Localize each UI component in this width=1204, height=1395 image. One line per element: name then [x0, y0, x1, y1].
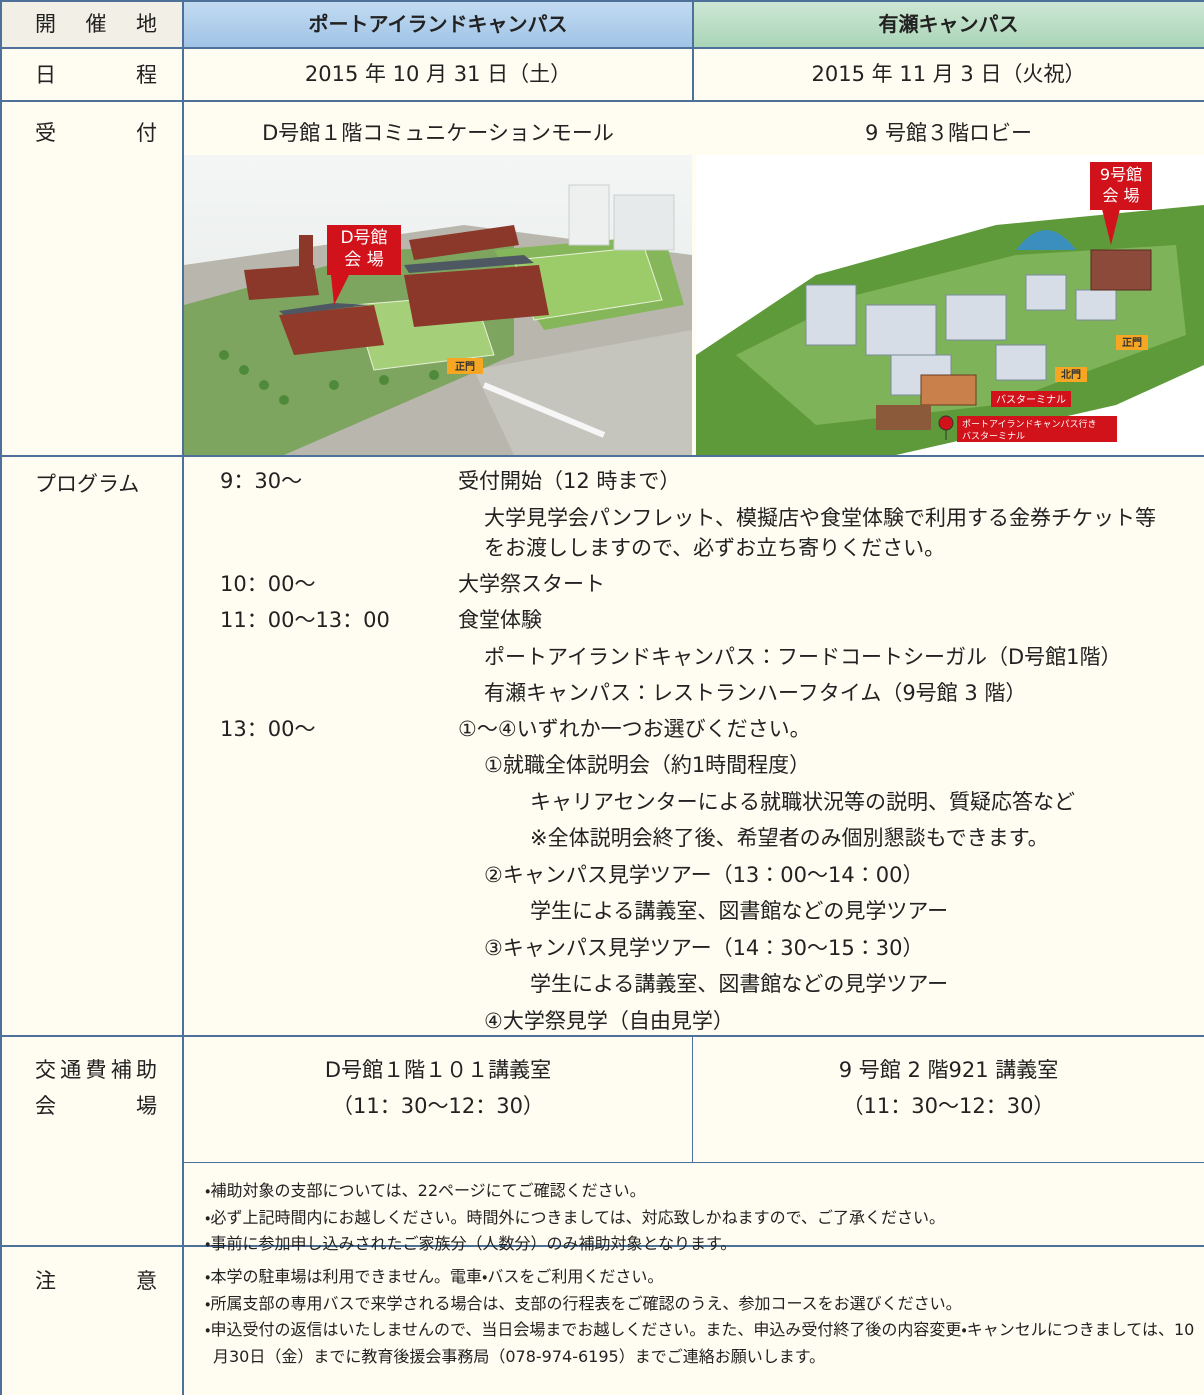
venue-label: D号館	[340, 228, 387, 248]
program-body: 受付開始（12 時まで） 大学見学会パンフレット、模擬店や食堂体験で利用する金券チ…	[458, 463, 1174, 566]
date: 2015 年 11 月 3 日（火祝）	[811, 62, 1086, 86]
room: 9 号館 2 階921 講義室	[838, 1058, 1059, 1082]
rule	[692, 1035, 693, 1162]
room: D号館１階１０１講義室	[324, 1058, 552, 1082]
gate-label: 正門	[1122, 337, 1142, 349]
reception-place: D号館１階コミュニケーションモール	[262, 121, 614, 145]
label: プログラム	[35, 472, 140, 496]
program-body: ①～④いずれか一つお選びください。 ①就職全体説明会（約1時間程度） キャリアセンタ…	[458, 711, 1075, 1040]
gate-label: 北門	[1061, 368, 1081, 381]
label: 受付	[35, 121, 157, 145]
port-campus-map: D号館 会 場 正門	[184, 155, 692, 455]
caution-notes: ・本学の駐車場は利用できません。電車・バスをご利用ください。 ・所属支部の専用バ…	[205, 1264, 1195, 1370]
time: （11：30～12：30）	[842, 1094, 1055, 1118]
program-note: ポートアイランドキャンパス：フードコートシーガル（D号館1階）	[484, 644, 1122, 669]
venue-marker	[327, 225, 401, 275]
program-time: 9：30～	[220, 469, 303, 493]
reception-place: 9 号館３階ロビー	[864, 121, 1033, 145]
rule	[0, 47, 1204, 49]
bus-label: ポートアイランドキャンパス行き	[962, 418, 1097, 430]
rule	[0, 100, 1204, 102]
program-option-note: 学生による講義室、図書館などの見学ツアー	[530, 899, 949, 923]
date: 2015 年 10 月 31 日（土）	[304, 62, 572, 86]
program-option-note: 学生による講義室、図書館などの見学ツアー	[530, 972, 949, 996]
venue-label: 会 場	[1102, 186, 1139, 205]
label: 注意	[35, 1269, 157, 1293]
program-row: 9：30～ 受付開始（12 時まで） 大学見学会パンフレット、模擬店や食堂体験で利用…	[220, 463, 1180, 566]
note: ・事前に参加申し込みされたご家族分（人数分）のみ補助対象となります。	[205, 1234, 737, 1253]
bus-label: バスターミナル	[996, 394, 1066, 406]
note: ・所属支部の専用バスで来学される場合は、支部の行程表をご確認のうえ、参加コースを…	[205, 1293, 962, 1313]
program-option-note: ※全体説明会終了後、希望者のみ個別懇談もできます。	[530, 826, 1049, 850]
label: 会場	[35, 1094, 157, 1118]
time: （11：30～12：30）	[332, 1094, 544, 1118]
label: 日程	[35, 63, 157, 87]
program-body: 食堂体験ポートアイランドキャンパス：フードコートシーガル（D号館1階） 有瀬キャン…	[458, 602, 1174, 711]
label: 交通費補助	[35, 1058, 157, 1082]
note: ・必ず上記時間内にお越しください。時間外につきましては、対応致しかねますので、ご…	[205, 1207, 946, 1227]
program-note: 有瀬キャンパス：レストランハーフタイム（9号館 3 階）	[484, 680, 1027, 705]
bus-label: バスターミナル	[962, 431, 1025, 442]
program-time: 11：00～13：00	[220, 608, 390, 632]
program-time: 10：00～	[220, 571, 316, 596]
program-option: ②キャンパス見学ツアー（13：00～14：00）	[484, 862, 924, 887]
note: ・申込受付の返信はいたしませんので、当日会場までお越しください。また、申込み受付…	[205, 1320, 1195, 1366]
program-title: ①～④いずれか一つお選びください。	[458, 716, 811, 741]
rule	[0, 0, 2, 1395]
header-arise-bg	[693, 0, 1204, 48]
campus-heading: 有瀬キャンパス	[878, 12, 1019, 36]
venue-label: 9号館	[1100, 165, 1142, 184]
venue-marker	[1090, 162, 1152, 210]
program-body: 大学祭スタート	[458, 566, 605, 603]
program-row: 11：00～13：00 食堂体験ポートアイランドキャンパス：フードコートシーガル（…	[220, 602, 1180, 711]
program-option: ①就職全体説明会（約1時間程度）	[484, 753, 811, 777]
rule	[0, 0, 1204, 2]
transit-notes: ・補助対象の支部については、22ページにてご確認ください。 ・必ず上記時間内にお…	[205, 1178, 1195, 1258]
rule	[182, 0, 184, 1395]
note: ・本学の駐車場は利用できません。電車・バスをご利用ください。	[205, 1267, 664, 1286]
program-title: 大学祭スタート	[458, 571, 605, 596]
rule	[0, 455, 1204, 457]
rule	[692, 0, 694, 102]
program-title: 食堂体験	[458, 608, 542, 632]
program-row: 10：00～ 大学祭スタート	[220, 566, 1180, 603]
venue-label: 会 場	[344, 250, 383, 270]
note: ・補助対象の支部については、22ページにてご確認ください。	[205, 1181, 646, 1200]
campus-heading: ポートアイランドキャンパス	[308, 12, 568, 36]
program-option: ③キャンパス見学ツアー（14：30～15：30）	[484, 935, 924, 960]
arise-campus-map: 9号館 会 場 正門 北門 バスターミナル ポートアイランドキャンパス行き バス…	[696, 155, 1204, 455]
header-label-bg	[0, 0, 183, 48]
program-row: 13：00～ ①～④いずれか一つお選びください。 ①就職全体説明会（約1時間程度） キ…	[220, 711, 1180, 1040]
label: 開催地	[35, 12, 157, 36]
rule	[183, 1162, 1204, 1163]
program-option: ④大学祭見学（自由見学）	[484, 1008, 734, 1033]
header-port-bg	[183, 0, 693, 48]
rule	[0, 1035, 1204, 1037]
gate-label: 正門	[455, 361, 475, 373]
program-list: 9：30～ 受付開始（12 時まで） 大学見学会パンフレット、模擬店や食堂体験で利用…	[220, 463, 1180, 1039]
program-note: 大学見学会パンフレット、模擬店や食堂体験で利用する金券チケット等をお渡ししますの…	[484, 505, 1156, 560]
program-option-note: キャリアセンターによる就職状況等の説明、質疑応答など	[530, 789, 1075, 814]
rule	[0, 1245, 1204, 1247]
program-title: 受付開始（12 時まで）	[458, 469, 681, 493]
program-time: 13：00～	[220, 716, 316, 741]
